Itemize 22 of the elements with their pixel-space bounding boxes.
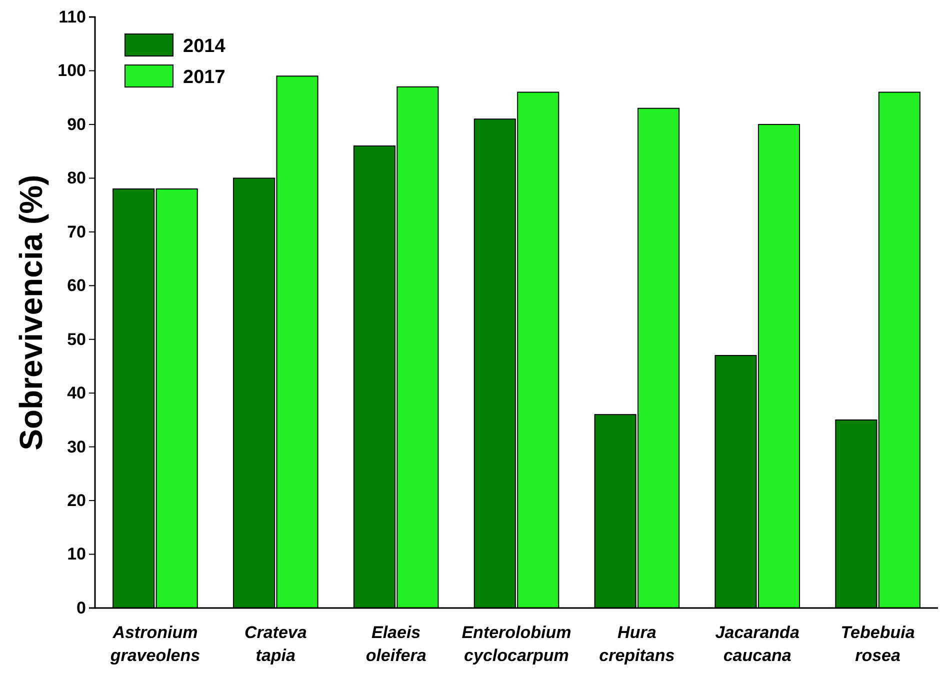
x-tick-label: Hura crepitans xyxy=(599,623,675,665)
legend-label: 2014 xyxy=(183,36,226,57)
y-tick-label: 30 xyxy=(67,437,86,456)
x-tick-label: Tebebuia rosea xyxy=(840,623,915,665)
y-tick-label: 80 xyxy=(67,168,86,188)
y-tick-label: 50 xyxy=(67,330,86,349)
y-tick-label: 60 xyxy=(67,276,86,296)
y-tick-label: 20 xyxy=(67,490,86,510)
y-tick-label: 40 xyxy=(67,384,86,403)
y-tick-label: 90 xyxy=(67,114,86,134)
x-tick-label: Crateva tapia xyxy=(244,623,307,665)
y-tick-label: 70 xyxy=(67,222,86,242)
x-tick-label: Enterolobium cyclocarpum xyxy=(462,623,572,665)
y-tick-label: 100 xyxy=(58,61,86,80)
x-tick-label: Jacaranda caucana xyxy=(715,623,800,665)
y-tick-label: 10 xyxy=(67,544,86,564)
x-tick-label: Elaeis oleifera xyxy=(366,623,426,665)
y-tick-label: 110 xyxy=(58,7,86,26)
y-tick-label: 0 xyxy=(76,598,86,618)
x-tick-label: Astronium graveolens xyxy=(109,623,200,665)
y-axis-title: Sobrevivencia (%) xyxy=(13,174,49,450)
legend-label: 2017 xyxy=(183,67,226,88)
